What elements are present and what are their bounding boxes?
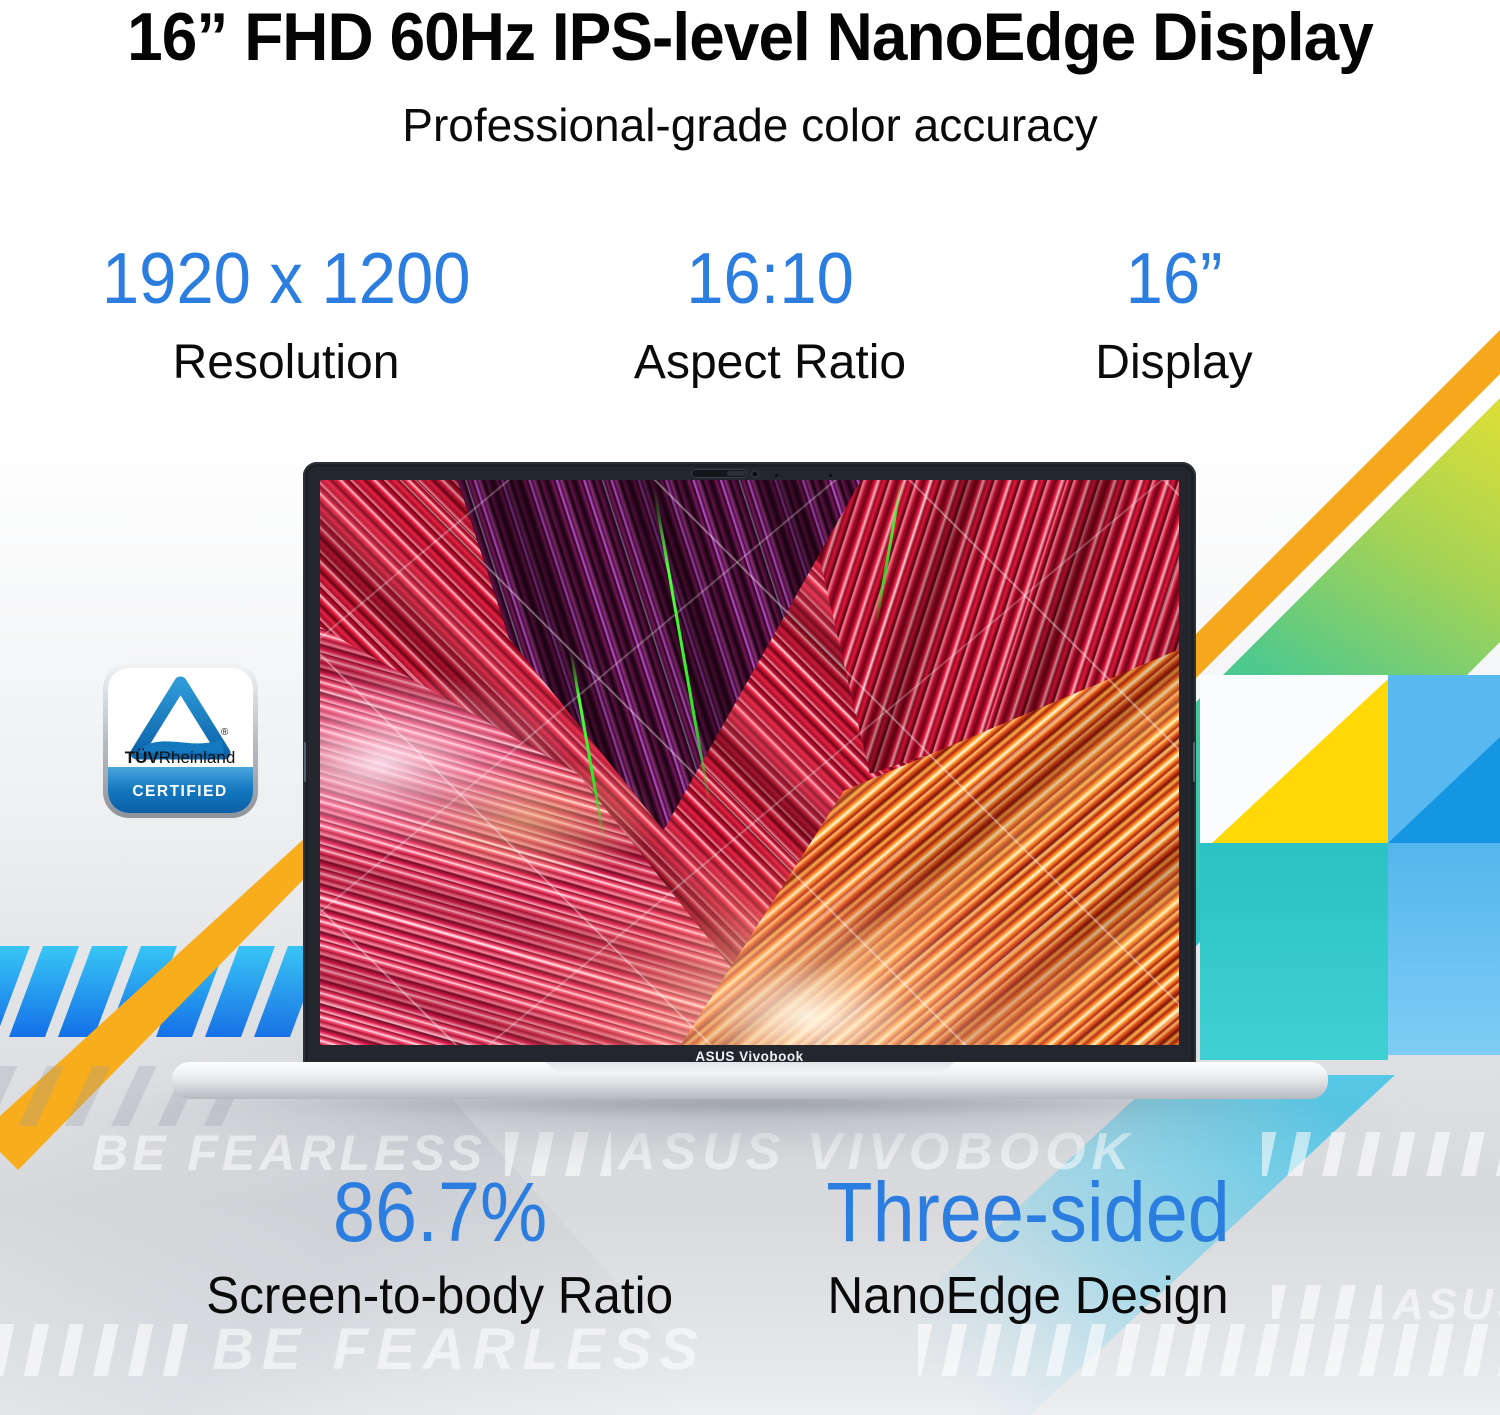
- laptop-display-bezel: ASUS Vivobook: [303, 462, 1196, 1070]
- laptop-brand-label: ASUS Vivobook: [695, 1049, 804, 1064]
- spec-label: Aspect Ratio: [633, 336, 907, 390]
- watermark-hatch-bars: [0, 1324, 192, 1376]
- spec-value: 16”: [1125, 239, 1223, 319]
- spec-value: 16:10: [686, 239, 854, 319]
- laptop-base: [172, 1062, 1328, 1099]
- tuv-triangle-icon: [130, 676, 231, 760]
- left-yellow-stripe: [0, 806, 358, 1170]
- page-subtitle: Professional-grade color accuracy: [402, 99, 1098, 151]
- page-title: 16” FHD 60Hz IPS-level NanoEdge Display: [127, 0, 1374, 75]
- lid-notch-left: [304, 742, 306, 782]
- stat-label: NanoEdge Design: [827, 1267, 1229, 1326]
- certified-band: [108, 767, 253, 813]
- stat-label: Screen-to-body Ratio: [206, 1267, 674, 1326]
- corner-mosaic: [1200, 675, 1500, 1060]
- spec-display-size: 16” Display: [914, 239, 1434, 390]
- laptop-screen: [320, 480, 1179, 1045]
- spec-label: Display: [1095, 336, 1253, 390]
- spec-value: 1920 x 1200: [101, 239, 471, 319]
- laptop-shadow: [150, 1094, 1350, 1116]
- laptop-ambient-shadow: [50, 1090, 1450, 1160]
- mic-dot: [829, 474, 832, 477]
- spec-label: Resolution: [172, 336, 400, 390]
- stat-screen-to-body: 86.7% Screen-to-body Ratio: [160, 1168, 720, 1326]
- watermark-hatch-bars: [1262, 1132, 1500, 1176]
- watermark-hatch-bars: [918, 1324, 1500, 1376]
- watermark-be-fearless-2: BE FEARLESS: [212, 1317, 707, 1382]
- stat-value: 86.7%: [332, 1165, 548, 1259]
- badge-brand: TÜVRheinland: [125, 748, 236, 767]
- watermark-asus: ASUS: [1392, 1280, 1500, 1329]
- webcam-icon: [751, 470, 759, 478]
- watermark-hatch-bars: [1272, 1285, 1382, 1319]
- webcam-shutter-slider: [691, 469, 747, 478]
- laptop-base-notch: [545, 1062, 955, 1074]
- spec-resolution: 1920 x 1200 Resolution: [26, 239, 546, 390]
- registered-mark: ®: [221, 727, 229, 738]
- stat-value: Three-sided: [826, 1165, 1230, 1259]
- lid-notch-right: [1193, 742, 1195, 782]
- watermark-asus-vivobook: ASUS VIVOBOOK: [618, 1122, 1135, 1182]
- screen-art-sheen: [320, 480, 1179, 1045]
- stat-nanoedge: Three-sided NanoEdge Design: [748, 1168, 1308, 1326]
- mic-dot: [775, 474, 778, 477]
- watermark-hatch-bars: [505, 1132, 611, 1176]
- tuv-rheinland-badge: ® TÜVRheinland CERTIFIED: [103, 663, 258, 818]
- watermark-be-fearless-1: BE FEARLESS: [92, 1125, 487, 1181]
- badge-certified-label: CERTIFIED: [132, 783, 227, 800]
- spec-aspect-ratio: 16:10 Aspect Ratio: [510, 239, 1030, 390]
